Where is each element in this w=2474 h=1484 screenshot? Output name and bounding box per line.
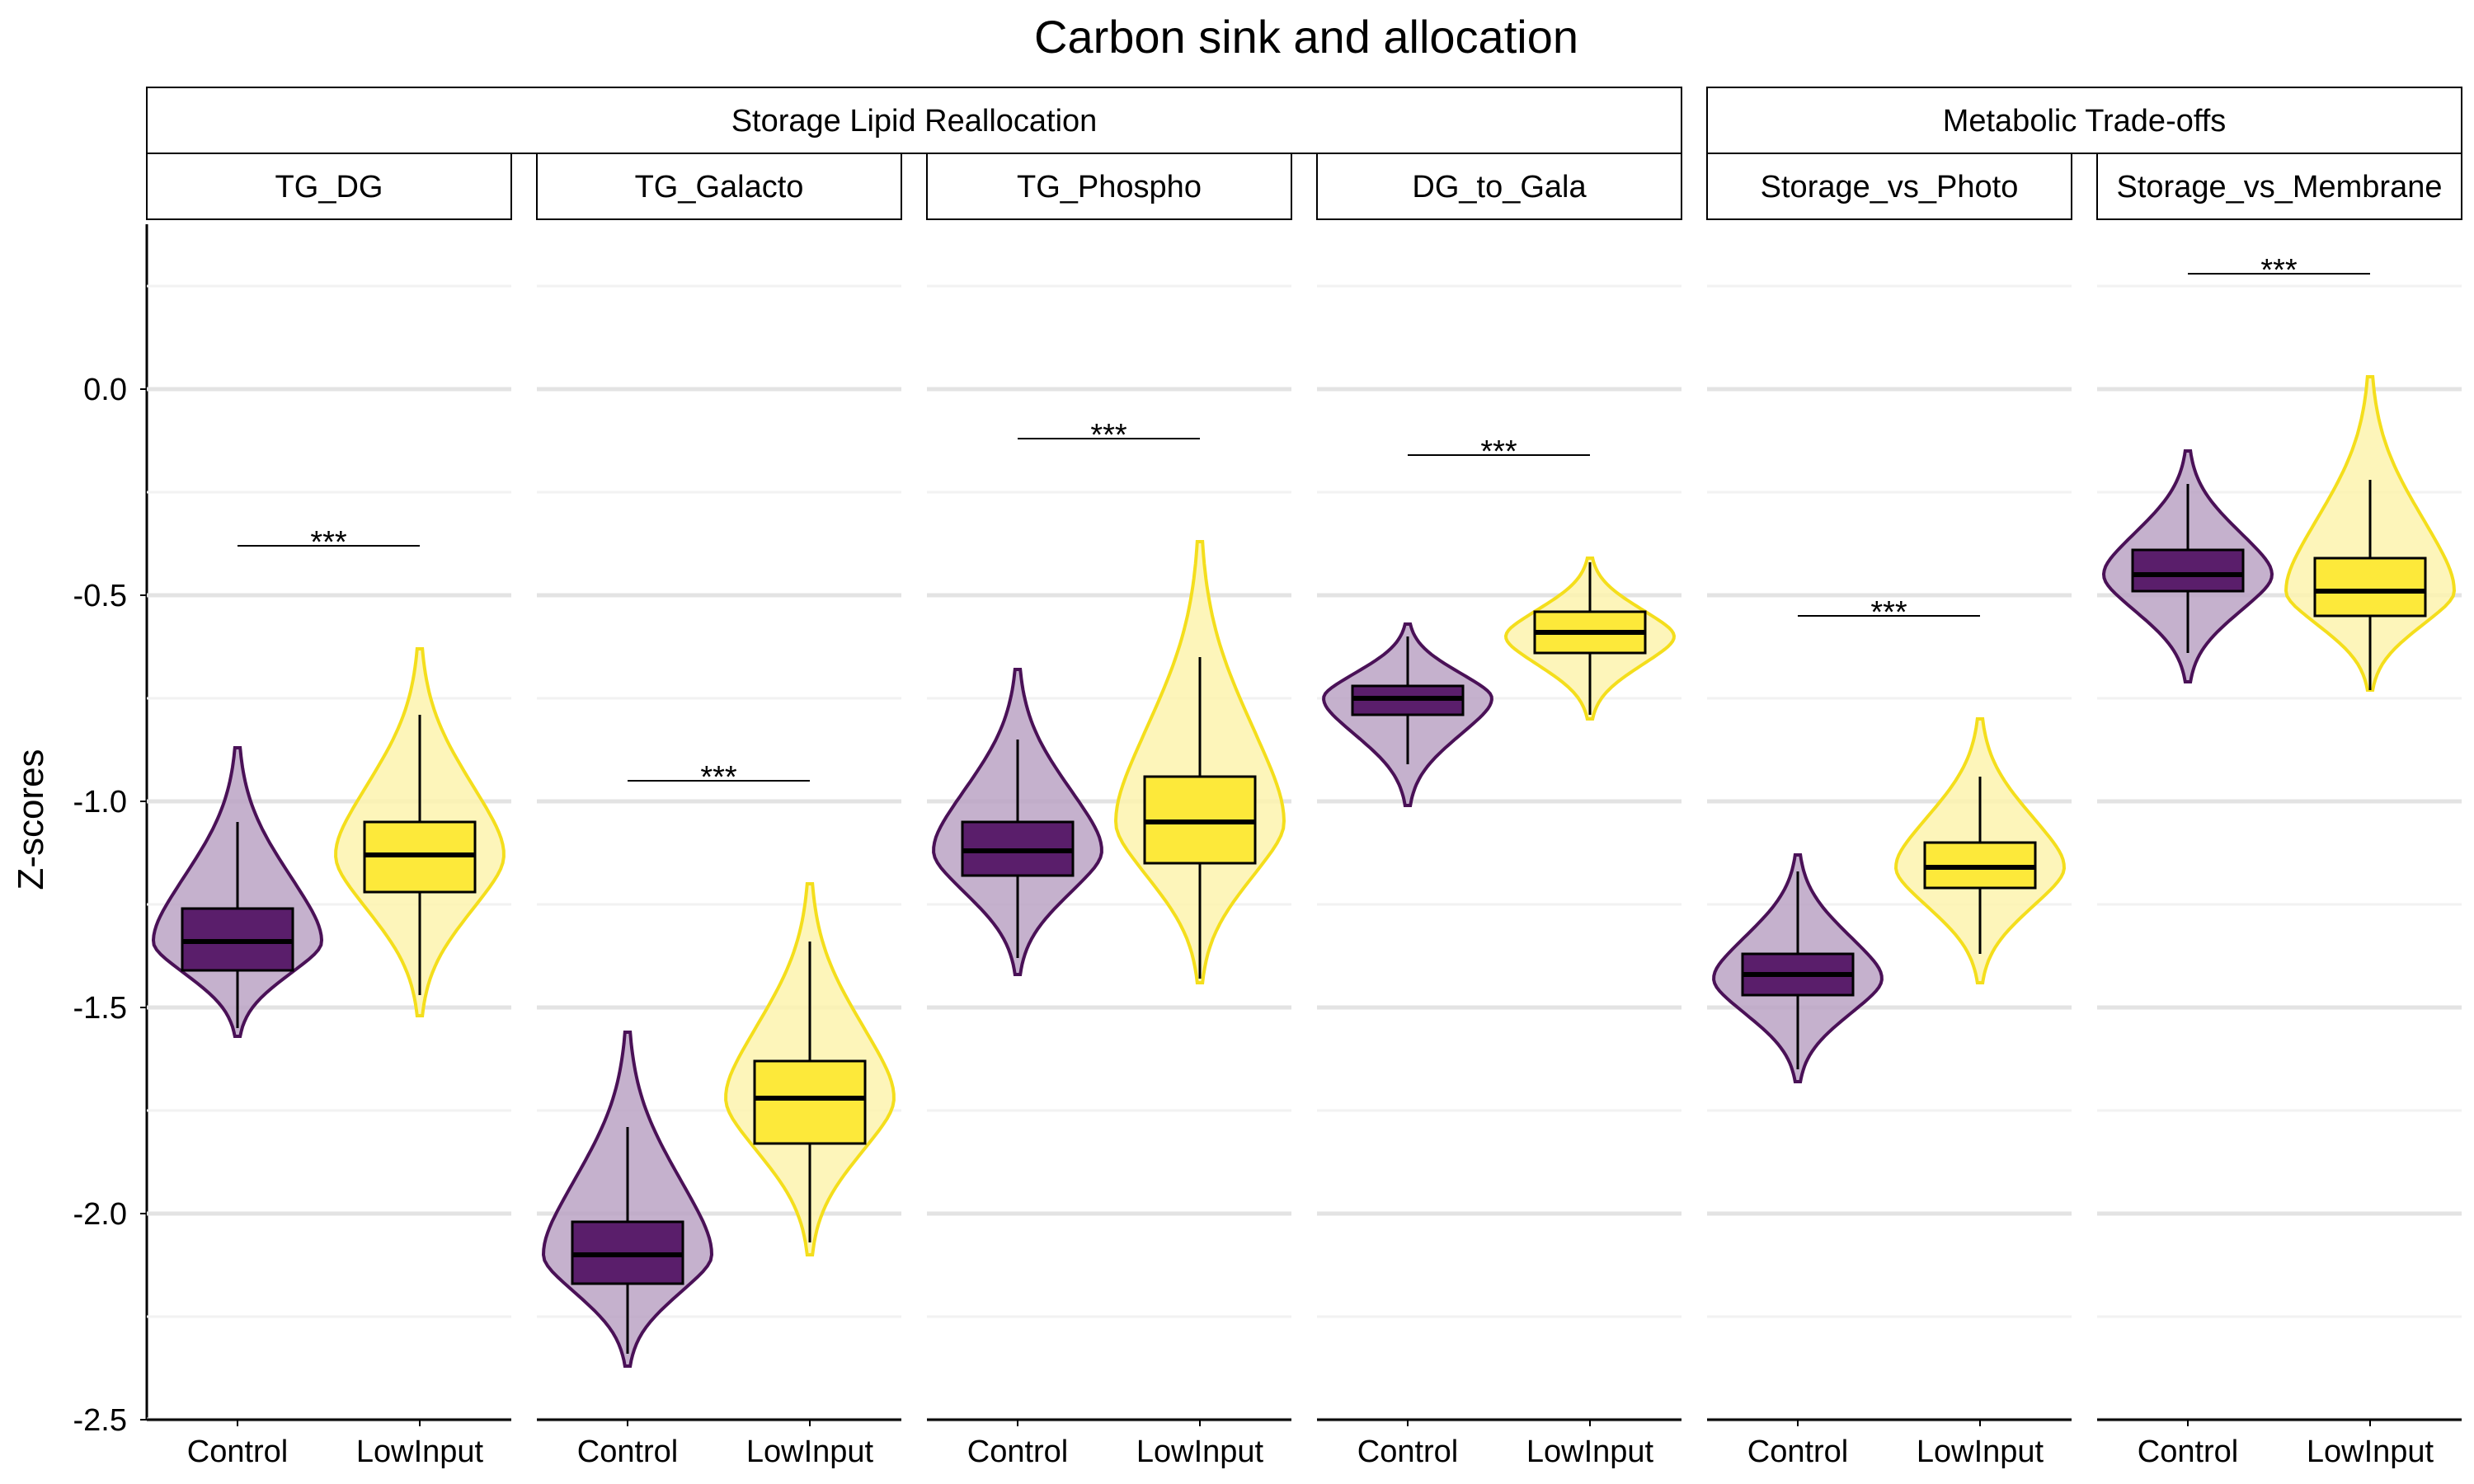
panel-strip-label: Storage_vs_Membrane [2117,170,2443,204]
x-tick-label: LowInput [1136,1435,1264,1469]
box-lowinput [2313,556,2427,618]
group-strip [1706,87,2462,154]
y-tick-label: 0.0 [83,373,127,407]
panel-Storage_vs_Membrane: Storage_vs_Membrane Control LowInput *** [2096,153,2462,1469]
panel-strip [2096,153,2462,220]
box-lowinput [753,1059,867,1145]
panel-strip-label: TG_DG [275,170,383,204]
significance-label: *** [1870,595,1907,630]
x-tick-label: LowInput [356,1435,484,1469]
y-axis-title: Z-scores [11,749,51,890]
group-strip-label: Storage Lipid Reallocation [731,104,1098,139]
y-tick-label: -0.5 [73,579,127,613]
x-tick-label: Control [187,1435,289,1469]
x-tick-label: LowInput [1526,1435,1654,1469]
panel-strip-label: TG_Galacto [635,170,804,204]
panel-strip [1706,153,2072,220]
significance-label: *** [1480,434,1517,469]
panel-Storage_vs_Photo: Storage_vs_Photo Control LowInput *** [1706,153,2072,1469]
y-tick-label: -2.5 [73,1403,127,1438]
x-tick-label: Control [967,1435,1069,1469]
x-tick-label: Control [1747,1435,1849,1469]
group-strip [146,87,1682,154]
significance-label: *** [1090,418,1127,453]
significance-label: *** [2260,253,2298,288]
y-tick-label: -1.5 [73,991,127,1026]
panel-TG_Galacto: TG_Galacto Control LowInput *** [536,153,902,1469]
x-tick-label: Control [2138,1435,2239,1469]
chart-title: Carbon sink and allocation [1034,11,1578,63]
panel-strip-label: TG_Phospho [1017,170,1202,204]
group-strip-label: Metabolic Trade-offs [1943,104,2227,139]
box-control [2131,548,2245,593]
significance-label: *** [310,525,347,560]
y-tick-label: -1.0 [73,785,127,819]
panel-TG_Phospho: TG_Phospho Control LowInput *** [926,153,1292,1469]
panel-strip [1316,153,1682,220]
x-tick-label: LowInput [1917,1435,2044,1469]
x-tick-label: Control [577,1435,679,1469]
x-tick-label: LowInput [2307,1435,2434,1469]
panel-strip [146,153,512,220]
panel-strip [926,153,1292,220]
significance-label: *** [700,760,737,795]
plot-area: Storage Lipid Reallocation Metabolic Trad… [73,87,2462,1469]
panel-TG_DG: TG_DG Control LowInput *** [146,153,512,1469]
panel-strip-label: DG_to_Gala [1412,170,1587,204]
y-tick-label: -2.0 [73,1197,127,1232]
x-tick-label: Control [1357,1435,1459,1469]
panel-strip-label: Storage_vs_Photo [1761,170,2019,204]
panel-strip [536,153,902,220]
panel-DG_to_Gala: DG_to_Gala Control LowInput *** [1316,153,1682,1469]
x-tick-label: LowInput [746,1435,874,1469]
